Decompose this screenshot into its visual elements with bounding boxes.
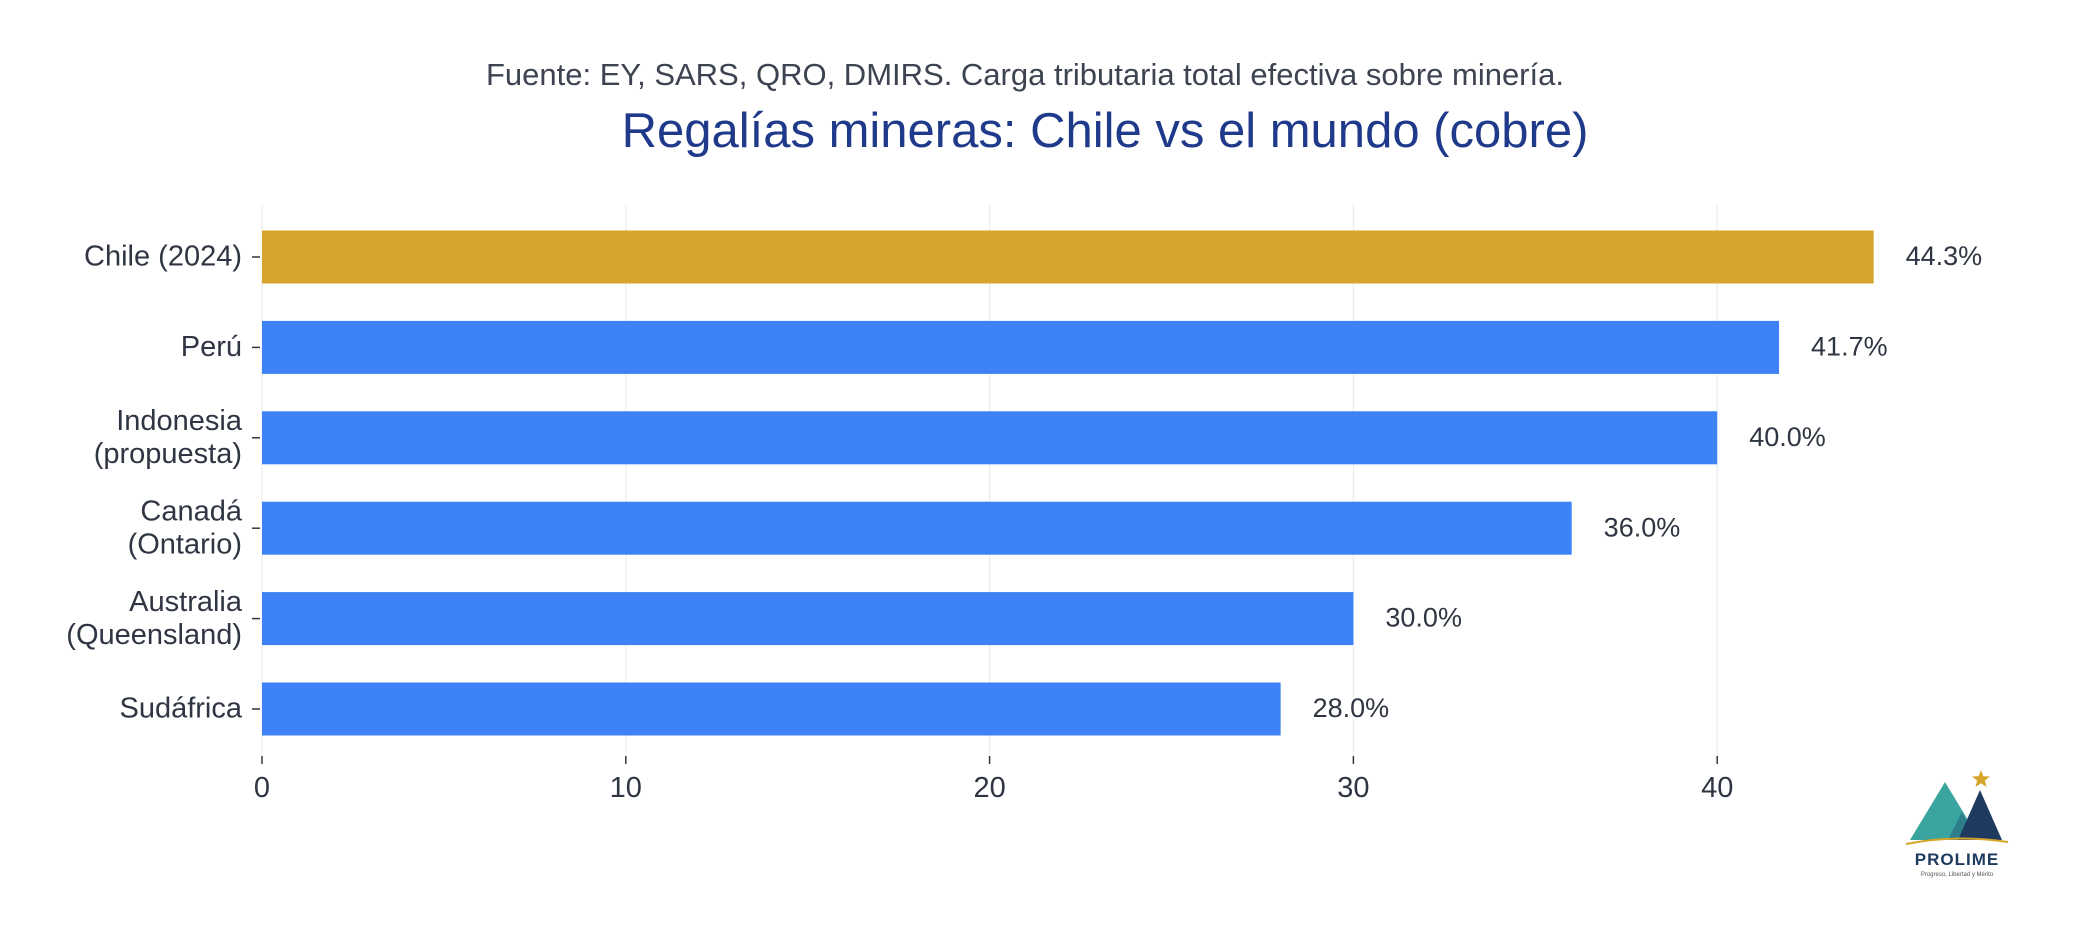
gridlines xyxy=(261,205,1718,755)
category-label: (propuesta) xyxy=(94,438,242,470)
bar xyxy=(262,320,1780,374)
bar xyxy=(262,682,1281,736)
x-tick-label: 20 xyxy=(973,772,1005,804)
category-label: Perú xyxy=(181,331,242,363)
category-label: Australia xyxy=(129,586,243,618)
category-labels: Chile (2024) Perú Indonesia(propuesta) Cana… xyxy=(66,241,260,725)
x-tick-label: 30 xyxy=(1337,772,1369,804)
x-tick-label: 0 xyxy=(254,772,270,804)
bar xyxy=(262,501,1572,555)
logo-tagline: Progreso, Libertad y Mérito xyxy=(1921,872,1994,878)
bar-value-label: 30.0% xyxy=(1385,603,1462,633)
bar xyxy=(262,230,1874,284)
logo-star-icon xyxy=(1972,770,1990,787)
logo-navy-mountain xyxy=(1958,790,2002,840)
logo-swoosh xyxy=(1905,837,2009,845)
x-tick-label: 10 xyxy=(610,772,642,804)
bar-value-label: 40.0% xyxy=(1749,422,1826,452)
bar xyxy=(262,411,1718,465)
value-labels: 44.3% 41.7% 40.0% 36.0% 30.0% 28.0% xyxy=(1313,241,1983,723)
bar-value-label: 44.3% xyxy=(1906,241,1983,271)
category-label: Chile (2024) xyxy=(84,241,242,273)
category-label: Indonesia xyxy=(116,405,243,437)
bar-value-label: 36.0% xyxy=(1604,512,1681,542)
prolime-logo: PROLIME Progreso, Libertad y Mérito xyxy=(1905,770,2009,878)
x-axis: 0 10 20 30 40 xyxy=(254,756,1733,804)
bar-value-label: 28.0% xyxy=(1313,693,1390,723)
category-label: Sudáfrica xyxy=(119,693,242,725)
logo-name: PROLIME xyxy=(1915,850,1999,869)
chart-subtitle: Fuente: EY, SARS, QRO, DMIRS. Carga trib… xyxy=(486,57,1564,92)
bar xyxy=(262,592,1354,646)
chart-title: Regalías mineras: Chile vs el mundo (cob… xyxy=(622,104,1589,158)
category-label: Canadá xyxy=(140,495,242,527)
x-tick-label: 40 xyxy=(1701,772,1733,804)
category-label: (Queensland) xyxy=(66,619,242,651)
bars xyxy=(262,230,1874,736)
category-label: (Ontario) xyxy=(128,528,242,560)
bar-value-label: 41.7% xyxy=(1811,332,1888,362)
